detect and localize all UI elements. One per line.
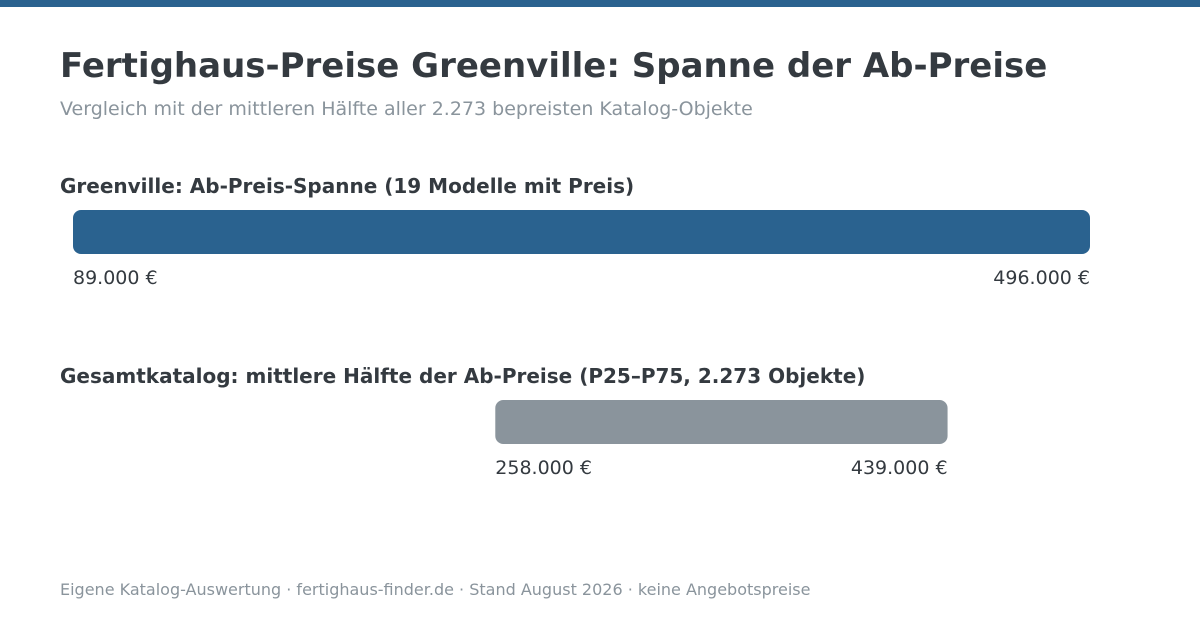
catalog-max-label: 439.000 € (851, 457, 948, 479)
greenville-min-label: 89.000 € (73, 267, 158, 289)
chart-title: Fertighaus-Preise Greenville: Spanne der… (60, 46, 1048, 86)
top-accent-stripe (0, 0, 1200, 7)
chart-subtitle: Vergleich mit der mittleren Hälfte aller… (60, 98, 753, 120)
catalog-min-label: 258.000 € (495, 457, 592, 479)
greenville-range-label: Greenville: Ab-Preis-Spanne (19 Modelle … (60, 174, 635, 198)
source-footer: Eigene Katalog-Auswertung · fertighaus-f… (60, 580, 811, 599)
catalog-range-bar (495, 400, 948, 444)
catalog-range-label: Gesamtkatalog: mittlere Hälfte der Ab-Pr… (60, 364, 866, 388)
greenville-max-label: 496.000 € (993, 267, 1090, 289)
greenville-range-bar (73, 210, 1090, 254)
